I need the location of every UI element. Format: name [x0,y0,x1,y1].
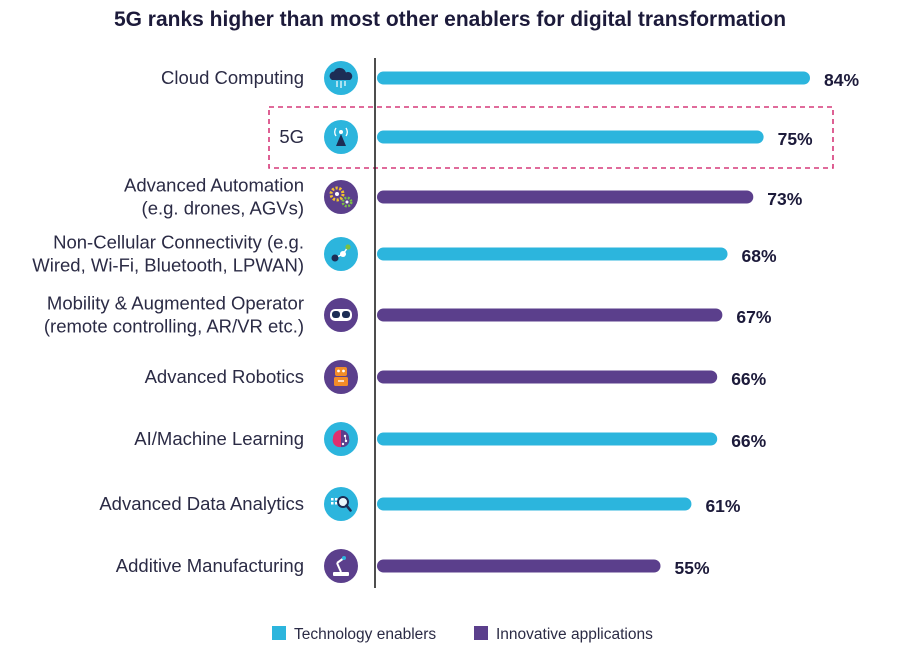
value-label: 66% [731,431,766,451]
value-label: 68% [742,246,777,266]
bar [377,559,661,573]
printer-arm-icon [324,549,358,583]
legend-label: Innovative applications [496,626,653,643]
bar [377,130,764,144]
bar [377,247,728,261]
legend-swatch [272,626,286,640]
category-label: Wired, Wi-Fi, Bluetooth, LPWAN) [32,255,304,276]
legend-swatch [474,626,488,640]
bar [377,497,692,511]
category-label: Advanced Robotics [145,366,304,387]
category-label: AI/Machine Learning [134,428,304,449]
vr-headset-icon [324,298,358,332]
chart-title: 5G ranks higher than most other enablers… [114,8,786,31]
category-label: Advanced Data Analytics [99,493,304,514]
value-label: 61% [705,496,740,516]
value-label: 73% [767,189,802,209]
legend-label: Technology enablers [294,626,436,643]
bar [377,190,754,204]
category-label: (e.g. drones, AGVs) [142,198,304,219]
bar [377,308,723,322]
bar [377,71,810,85]
category-label: Mobility & Augmented Operator [47,293,304,314]
category-label: 5G [279,126,304,147]
category-label: (remote controlling, AR/VR etc.) [44,316,304,337]
value-label: 66% [731,369,766,389]
category-label: Advanced Automation [124,175,304,196]
category-label: Non-Cellular Connectivity (e.g. [53,232,304,253]
magnifier-data-icon [324,487,358,521]
gears-icon [324,180,358,214]
icon-circle [324,549,358,583]
robot-icon [324,360,358,394]
bar [377,432,718,446]
value-label: 67% [736,307,771,327]
bar [377,370,718,384]
cloud-icon [324,61,358,95]
network-icon [324,237,358,271]
highlight-box [268,106,834,169]
brain-icon [324,422,358,456]
value-label: 84% [824,70,859,90]
category-label: Additive Manufacturing [116,555,304,576]
antenna-icon [324,120,358,154]
category-label: Cloud Computing [161,67,304,88]
value-label: 75% [778,129,813,149]
value-label: 55% [675,558,710,578]
